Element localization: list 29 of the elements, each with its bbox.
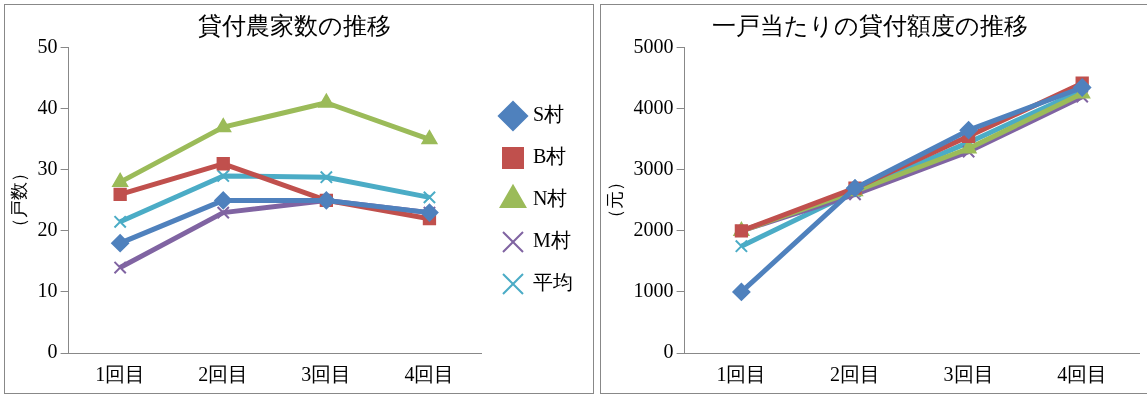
y-tick-label: 5000 (633, 35, 674, 58)
x-tick-label: 2回目 (830, 363, 880, 386)
x-tick-label: 4回目 (404, 363, 455, 386)
y-tick-label: 10 (37, 279, 58, 302)
y-tick-label: 3000 (633, 157, 674, 180)
y-tick-label: 2000 (633, 218, 674, 241)
legend-label: N村 (533, 187, 568, 210)
chart-title: 貸付農家数の推移 (197, 12, 391, 39)
y-tick-label: 0 (663, 340, 674, 363)
chart-title: 一戸当たりの貸付額度の推移 (712, 12, 1028, 39)
y-axis-title: （戸数） (8, 164, 29, 237)
x-tick-label: 2回目 (198, 363, 249, 386)
x-tick-label: 3回目 (943, 363, 994, 386)
y-tick-label: 30 (37, 157, 58, 180)
x-tick-label: 3回目 (301, 363, 352, 386)
legend-label: 平均 (533, 271, 573, 294)
y-tick-label: 40 (37, 96, 58, 119)
y-axis-title: （元） (604, 173, 625, 228)
legend-label: S村 (533, 103, 565, 126)
y-tick-label: 4000 (633, 96, 674, 119)
y-tick-label: 20 (37, 218, 58, 241)
y-tick-label: 1000 (633, 279, 674, 302)
x-tick-label: 4回目 (1057, 363, 1108, 386)
legend-label: M村 (533, 229, 571, 252)
x-tick-label: 1回目 (95, 363, 146, 386)
x-tick-label: 1回目 (716, 363, 767, 386)
y-tick-label: 0 (47, 340, 58, 363)
y-tick-label: 50 (37, 35, 58, 58)
legend-label: B村 (533, 145, 567, 168)
